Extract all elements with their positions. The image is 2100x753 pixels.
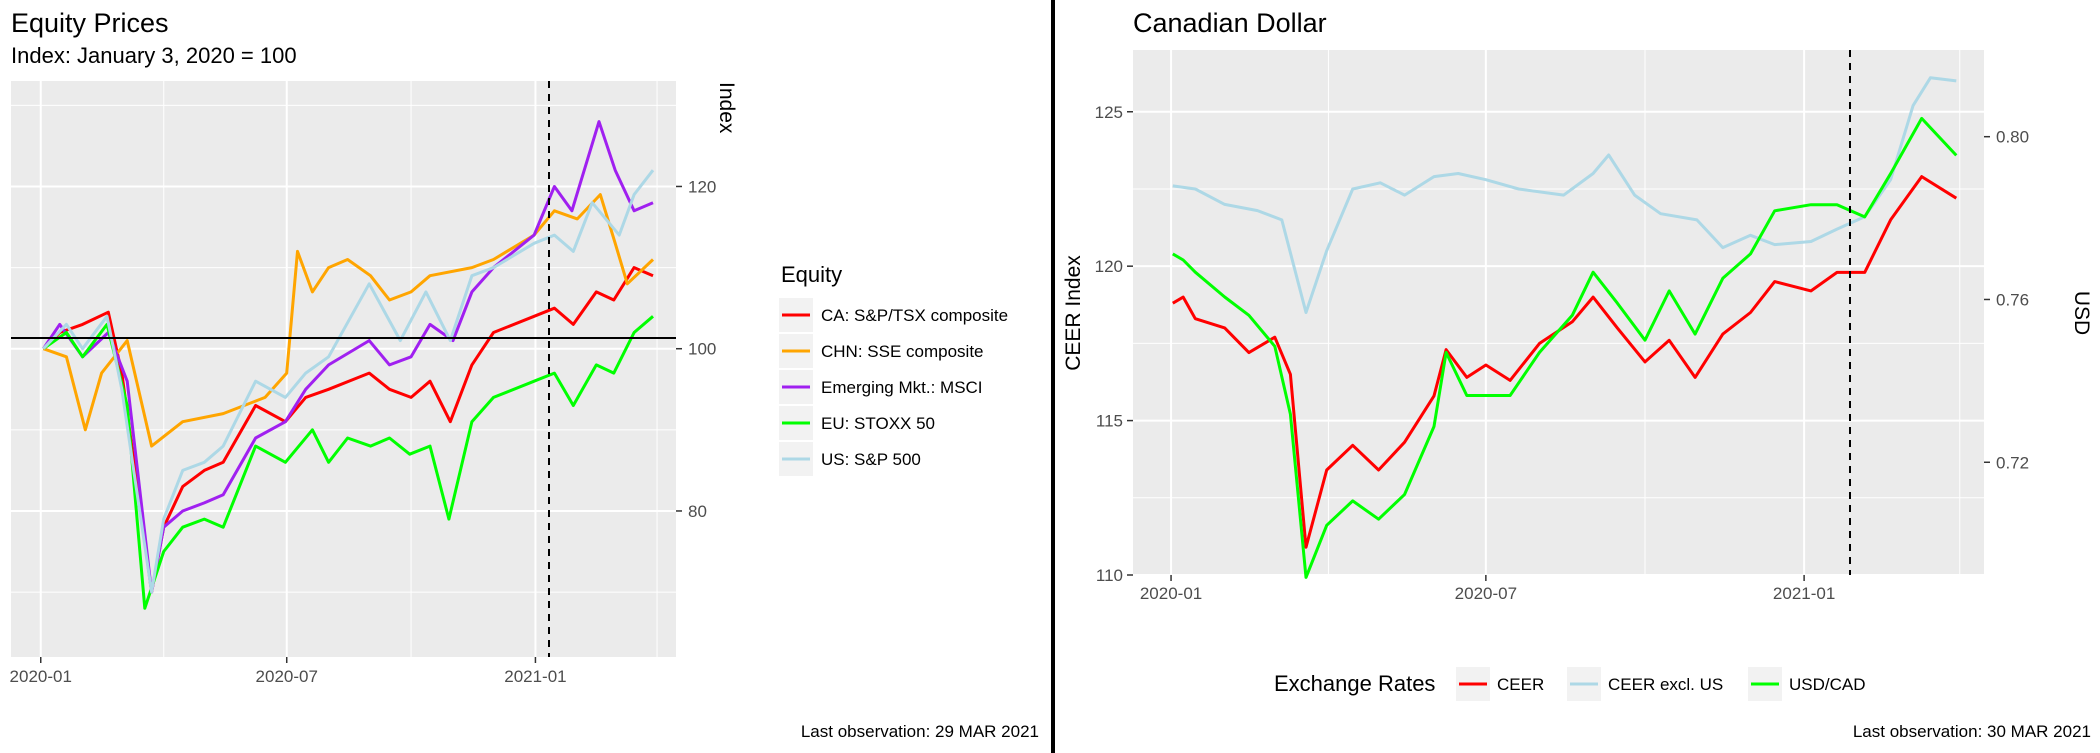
- left-series-lines: [42, 120, 655, 610]
- x-tick-label: 2020-07: [256, 667, 318, 686]
- right-plot-panel: [1133, 50, 1984, 575]
- y-tick-label: 120: [688, 177, 716, 196]
- legend-label: CHN: SSE composite: [821, 342, 984, 361]
- right-legend-title: Exchange Rates: [1274, 671, 1435, 696]
- legend-label: USD/CAD: [1789, 675, 1866, 694]
- left-y-axis: 80 100 120: [676, 177, 716, 521]
- right-footnote: Last observation: 30 MAR 2021: [1853, 722, 2091, 741]
- right-left-y-axis: 110 115 120 125: [1095, 103, 1133, 585]
- y-tick-label: 115: [1096, 412, 1123, 431]
- right-right-y-axis: 0.72 0.76 0.80: [1984, 128, 2029, 472]
- left-plot-panel: [11, 81, 676, 657]
- x-tick-label: 2021-01: [1773, 584, 1835, 603]
- y-tick-label: 110: [1096, 566, 1123, 585]
- right-right-y-axis-title: USD: [2070, 291, 2093, 335]
- legend-label: CEER excl. US: [1608, 675, 1723, 694]
- right-chart-title: Canadian Dollar: [1133, 8, 1327, 38]
- x-tick-label: 2020-01: [1140, 584, 1202, 603]
- series-line-emerging-mkt-msci: [42, 120, 654, 594]
- right-legend: CEER CEER excl. US USD/CAD: [1456, 667, 1866, 701]
- right-gridlines: [1133, 50, 1984, 576]
- y-tick-label: 120: [1095, 257, 1123, 276]
- y-tick-label: 0.80: [1996, 128, 2029, 147]
- legend-label: CEER: [1497, 675, 1544, 694]
- series-line-ceer: [1172, 175, 1958, 549]
- legend-label: US: S&P 500: [821, 450, 921, 469]
- right-series-lines: [1172, 76, 1958, 579]
- left-chart-subtitle: Index: January 3, 2020 = 100: [11, 43, 297, 68]
- y-tick-label: 0.72: [1996, 453, 2029, 472]
- y-tick-label: 125: [1095, 103, 1123, 122]
- x-tick-label: 2021-01: [504, 667, 566, 686]
- left-footnote: Last observation: 29 MAR 2021: [801, 722, 1039, 741]
- y-tick-label: 100: [688, 340, 716, 359]
- x-tick-label: 2020-01: [10, 667, 72, 686]
- left-legend-title: Equity: [781, 262, 842, 287]
- left-y-axis-title: Index: [715, 82, 738, 134]
- right-left-y-axis-title: CEER Index: [1062, 255, 1085, 371]
- y-tick-label: 0.76: [1996, 290, 2029, 309]
- series-line-usd-cad: [1172, 116, 1958, 579]
- left-legend: CA: S&P/TSX composite CHN: SSE composite E…: [779, 298, 1008, 476]
- x-tick-label: 2020-07: [1455, 584, 1517, 603]
- legend-label: Emerging Mkt.: MSCI: [821, 378, 983, 397]
- y-tick-label: 80: [688, 502, 707, 521]
- left-gridlines: [11, 81, 676, 657]
- right-x-axis: 2020-01 2020-07 2021-01: [1140, 575, 1835, 603]
- series-line-us-s-p-500: [42, 169, 655, 594]
- series-line-chn-sse-composite: [42, 193, 655, 448]
- left-chart-title: Equity Prices: [11, 8, 169, 38]
- series-line-ceer-excl-us: [1172, 76, 1957, 314]
- legend-label: EU: STOXX 50: [821, 414, 935, 433]
- left-x-axis: 2020-01 2020-07 2021-01: [10, 657, 567, 686]
- legend-label: CA: S&P/TSX composite: [821, 306, 1008, 325]
- series-line-eu-stoxx-50: [42, 315, 654, 610]
